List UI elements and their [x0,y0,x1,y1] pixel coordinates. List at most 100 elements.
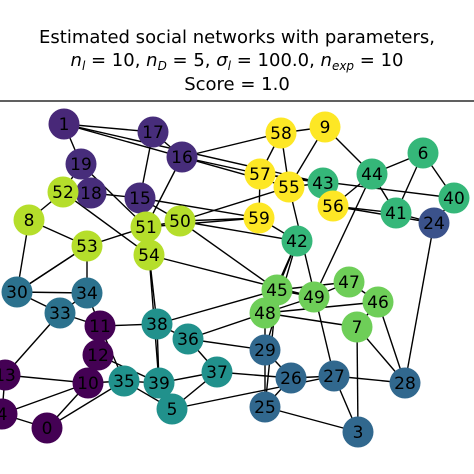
node-label: 53 [76,237,98,257]
node-label: 8 [24,211,35,231]
edge [139,197,260,219]
node-label: 42 [286,232,308,252]
node-label: 51 [135,218,157,238]
param-symbol: n [71,50,82,71]
node-label: 27 [323,367,345,387]
edge [145,217,260,228]
node-label: 58 [270,124,292,144]
node [356,158,388,190]
node-label: 48 [254,304,276,324]
param-value: = 100.0, [231,50,321,71]
param-value: = 5, [167,50,216,71]
node [156,393,188,425]
node [298,281,330,313]
edge [356,326,359,433]
node [13,204,45,236]
node [201,356,233,388]
node [362,286,394,318]
node-label: 40 [443,189,465,209]
node-label: 26 [280,369,302,389]
param-value: = 10 [354,50,403,71]
node [333,266,365,298]
node-label: 45 [266,281,288,301]
node-label: 0 [42,419,53,439]
edge [313,173,373,298]
node-label: 7 [352,318,363,338]
param-subscript: l [82,59,86,73]
node [275,362,307,394]
node [124,182,156,214]
node [137,116,169,148]
node [0,398,18,430]
node [273,171,305,203]
edge [181,132,282,158]
node [0,359,21,391]
node-label: 33 [49,304,71,324]
node [318,360,350,392]
node-label: 55 [278,178,300,198]
param-subscript: l [228,59,232,73]
edge [179,220,278,291]
node [71,230,103,262]
node [72,367,104,399]
node-label: 18 [80,184,102,204]
node [438,182,470,214]
node [82,339,114,371]
node-label: 25 [254,398,276,418]
node [48,108,80,140]
param-value: = 10, [85,50,146,71]
param-subscript: D [158,59,167,73]
node-label: 29 [254,341,276,361]
node [143,367,175,399]
node-label: 36 [177,330,199,350]
node [265,117,297,149]
node-label: 3 [353,423,364,443]
node-label: 37 [206,363,228,383]
node-label: 5 [167,400,178,420]
node [249,391,281,423]
node [172,323,204,355]
node-label: 35 [113,372,135,392]
node-label: 10 [77,374,99,394]
node-label: 13 [0,366,16,386]
node-label: 19 [70,155,92,175]
node [166,141,198,173]
node-label: 9 [320,118,331,138]
node-label: 50 [169,212,191,232]
node-label: 56 [322,197,344,217]
node-label: 12 [87,346,109,366]
node [244,158,276,190]
edge [171,375,335,410]
node-label: 52 [52,183,74,203]
node [317,190,349,222]
param-subscript: exp [332,59,354,73]
node-label: 15 [129,189,151,209]
node-label: 41 [385,204,407,224]
node-label: 4 [0,405,7,425]
node [75,177,107,209]
node [71,277,103,309]
node [389,367,421,399]
title-params: nl = 10, nD = 5, σl = 100.0, nexp = 10 [71,50,404,73]
edge [264,406,359,433]
node [141,308,173,340]
edge [404,222,435,384]
node [309,111,341,143]
node [44,297,76,329]
node [108,365,140,397]
node [1,276,33,308]
node [47,176,79,208]
node [261,274,293,306]
node-label: 16 [171,148,193,168]
node [84,310,116,342]
node [342,416,374,448]
node-label: 49 [303,288,325,308]
node-label: 59 [248,209,270,229]
node-label: 34 [76,284,98,304]
node-label: 54 [138,246,160,266]
edge [179,186,290,222]
node [31,412,63,444]
node-label: 57 [249,165,271,185]
node-label: 39 [148,374,170,394]
